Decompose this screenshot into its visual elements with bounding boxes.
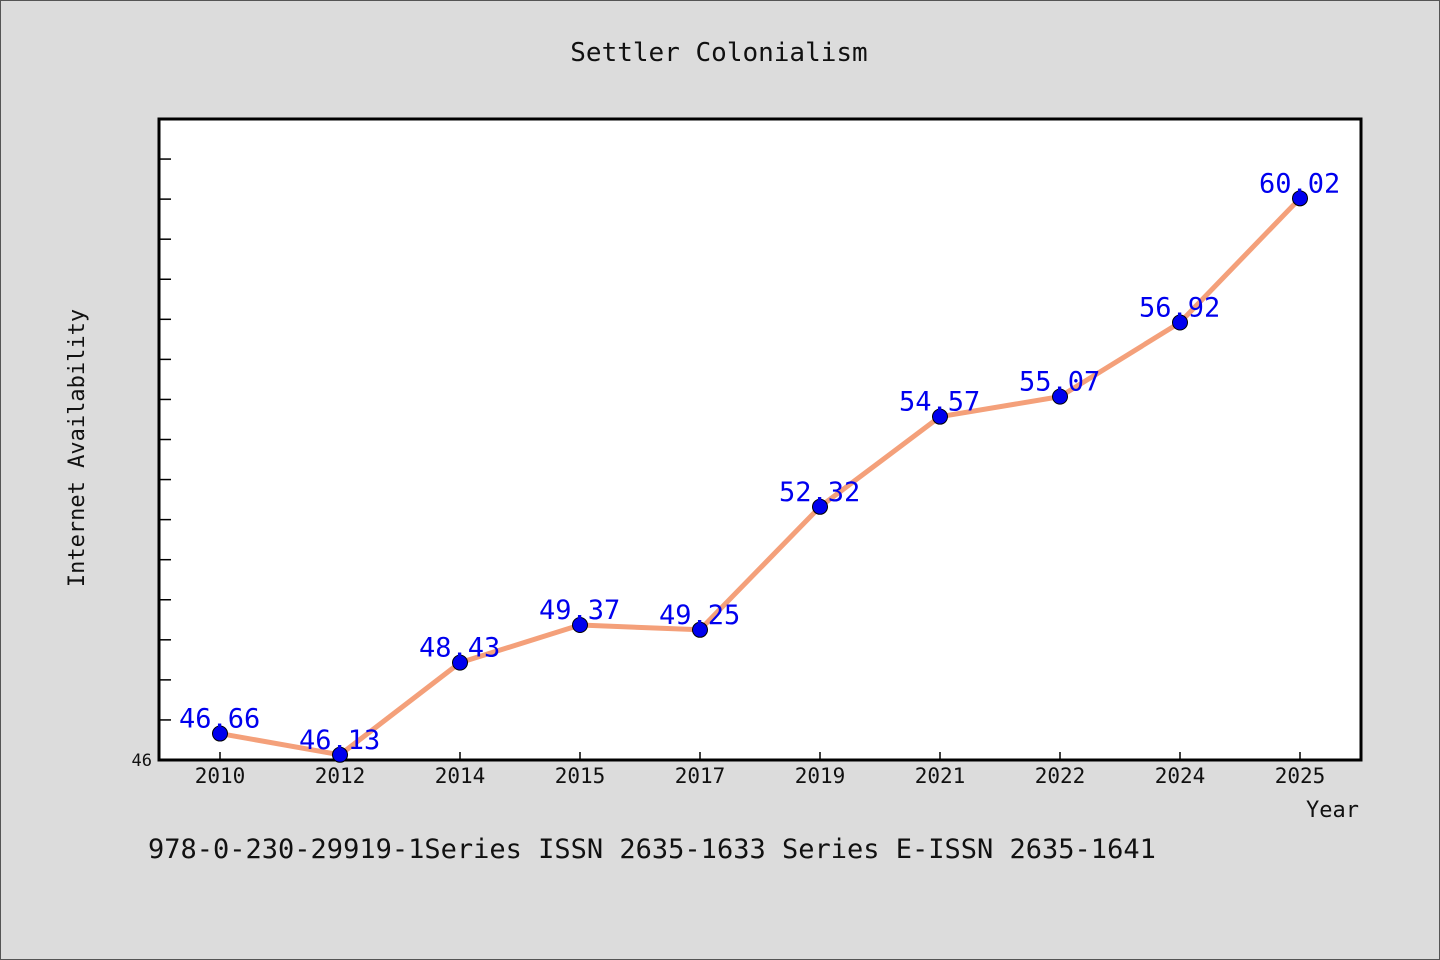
x-tick-label: 2015 bbox=[555, 764, 606, 788]
data-point bbox=[212, 725, 228, 742]
data-point bbox=[332, 746, 348, 763]
data-point bbox=[1292, 190, 1308, 207]
data-label: 48.43 bbox=[419, 633, 500, 664]
x-axis-ticks: 2010 2012 2014 2015 2017 2019 2021 2022 2024 2025 bbox=[195, 752, 1326, 788]
x-tick-label: 2022 bbox=[1035, 764, 1086, 788]
x-tick-label: 2024 bbox=[1155, 764, 1206, 788]
y-tick-label: 46 bbox=[132, 751, 152, 771]
data-point bbox=[452, 654, 468, 671]
x-tick-label: 2019 bbox=[795, 764, 846, 788]
isbn-footer: 978-0-230-29919-1Series ISSN 2635-1633 S… bbox=[148, 834, 1156, 865]
data-point bbox=[1172, 314, 1188, 331]
data-label: 46.66 bbox=[179, 704, 260, 735]
data-label: 46.13 bbox=[299, 725, 380, 756]
x-tick-label: 2025 bbox=[1275, 764, 1326, 788]
data-point bbox=[1052, 388, 1068, 405]
data-label: 49.25 bbox=[659, 600, 740, 631]
series-layer: 46.66 46.13 48.43 49.37 49.25 52.32 54.57 55.07… bbox=[179, 168, 1340, 763]
data-point bbox=[572, 616, 588, 633]
x-tick-label: 2014 bbox=[435, 764, 486, 788]
data-point bbox=[932, 408, 948, 425]
data-label: 49.37 bbox=[539, 595, 620, 626]
data-label: 56.92 bbox=[1139, 293, 1220, 324]
x-axis-label: Year bbox=[1306, 798, 1359, 823]
chart-title: Settler Colonialism bbox=[570, 38, 867, 68]
y-axis-label: Internet Availability bbox=[65, 309, 90, 587]
plot-area bbox=[157, 117, 1363, 762]
x-tick-label: 2021 bbox=[915, 764, 966, 788]
x-tick-label: 2012 bbox=[315, 764, 366, 788]
data-point bbox=[692, 621, 708, 638]
x-tick-label: 2010 bbox=[195, 764, 246, 788]
data-label: 60.02 bbox=[1259, 168, 1340, 199]
data-label: 54.57 bbox=[899, 387, 980, 418]
data-label: 55.07 bbox=[1019, 367, 1100, 398]
y-axis-ticks: 46 bbox=[132, 118, 171, 771]
x-tick-label: 2017 bbox=[675, 764, 726, 788]
data-point bbox=[812, 498, 828, 515]
series-line bbox=[217, 195, 1303, 758]
data-label: 52.32 bbox=[779, 477, 860, 508]
